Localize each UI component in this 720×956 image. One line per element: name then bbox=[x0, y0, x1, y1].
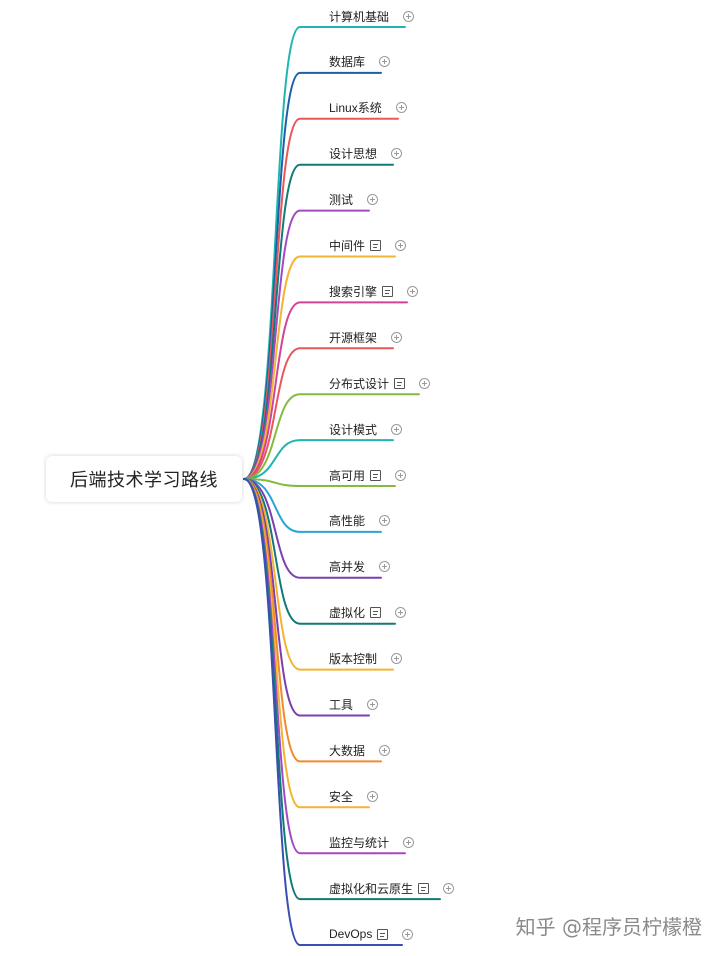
branch-label: 版本控制 bbox=[329, 652, 378, 667]
note-icon[interactable] bbox=[394, 377, 406, 389]
branch-label: 工具 bbox=[329, 698, 354, 712]
branch-label: 大数据 bbox=[329, 743, 366, 758]
expand-icon[interactable] bbox=[379, 561, 391, 573]
note-icon[interactable] bbox=[377, 928, 389, 940]
branch-node[interactable]: 工具 bbox=[329, 695, 379, 715]
branch-connector bbox=[243, 478, 382, 533]
branch-node[interactable]: 数据库 bbox=[329, 52, 391, 72]
branch-label: 设计思想 bbox=[329, 147, 378, 162]
branch-node[interactable]: 高性能 bbox=[329, 511, 391, 531]
branch-label: 高性能 bbox=[329, 514, 366, 529]
expand-icon[interactable] bbox=[407, 285, 419, 297]
branch-node[interactable]: Linux系统 bbox=[329, 98, 407, 118]
expand-icon[interactable] bbox=[379, 515, 391, 527]
branch-connector bbox=[243, 209, 370, 480]
note-icon[interactable] bbox=[370, 607, 382, 619]
branch-node[interactable]: 高可用 bbox=[329, 465, 407, 485]
branch-connector bbox=[243, 439, 394, 480]
expand-icon[interactable] bbox=[391, 653, 403, 665]
branch-label: 高可用 bbox=[329, 468, 366, 483]
branch-node[interactable]: 虚拟化和云原生 bbox=[329, 878, 455, 898]
branch-label: DevOps bbox=[329, 927, 373, 941]
branch-connector bbox=[243, 393, 420, 480]
branch-node[interactable]: 安全 bbox=[329, 786, 379, 806]
branch-node[interactable]: 设计思想 bbox=[329, 144, 403, 164]
expand-icon[interactable] bbox=[395, 240, 407, 251]
branch-node[interactable]: 虚拟化 bbox=[329, 603, 407, 623]
branch-connector bbox=[243, 478, 403, 946]
branch-label: 高并发 bbox=[329, 560, 366, 575]
branch-node[interactable]: 高并发 bbox=[329, 557, 391, 577]
root-topic[interactable]: 后端技术学习路线 bbox=[46, 456, 242, 502]
branch-label: 计算机基础 bbox=[329, 9, 390, 24]
branch-label: Linux系统 bbox=[329, 101, 382, 116]
branch-node[interactable]: 版本控制 bbox=[329, 649, 403, 669]
expand-icon[interactable] bbox=[395, 469, 407, 481]
note-icon[interactable] bbox=[418, 882, 430, 894]
note-icon[interactable] bbox=[370, 469, 382, 481]
expand-icon[interactable] bbox=[379, 744, 391, 756]
branch-label: 中间件 bbox=[329, 239, 366, 253]
expand-icon[interactable] bbox=[395, 607, 407, 619]
branch-label: 监控与统计 bbox=[329, 835, 390, 850]
branch-label: 测试 bbox=[329, 193, 354, 208]
note-icon[interactable] bbox=[382, 285, 394, 297]
root-topic-label: 后端技术学习路线 bbox=[70, 470, 218, 490]
branch-label: 数据库 bbox=[329, 55, 366, 70]
expand-icon[interactable] bbox=[391, 423, 403, 435]
expand-icon[interactable] bbox=[419, 377, 431, 389]
branch-node[interactable]: 设计模式 bbox=[329, 419, 403, 439]
branch-connector bbox=[243, 347, 394, 480]
branch-node[interactable]: 计算机基础 bbox=[329, 6, 415, 26]
branch-label: 开源框架 bbox=[329, 330, 378, 345]
branch-node[interactable]: 测试 bbox=[329, 190, 379, 210]
branch-node[interactable]: 监控与统计 bbox=[329, 832, 415, 852]
branch-connector bbox=[243, 478, 396, 487]
note-icon[interactable] bbox=[370, 240, 382, 251]
expand-icon[interactable] bbox=[403, 10, 415, 22]
expand-icon[interactable] bbox=[391, 148, 403, 160]
expand-icon[interactable] bbox=[403, 836, 415, 848]
branch-label: 虚拟化 bbox=[329, 606, 366, 621]
branch-node[interactable]: 开源框架 bbox=[329, 327, 403, 347]
branch-label: 搜索引擎 bbox=[329, 284, 378, 299]
watermark: 知乎 @程序员柠檬橙 bbox=[515, 915, 702, 939]
expand-icon[interactable] bbox=[443, 882, 455, 894]
branch-label: 设计模式 bbox=[329, 422, 378, 437]
branch-connector bbox=[243, 301, 408, 480]
branch-node[interactable]: 中间件 bbox=[329, 236, 407, 256]
branch-connector bbox=[243, 478, 396, 625]
branch-node[interactable]: 大数据 bbox=[329, 740, 391, 760]
expand-icon[interactable] bbox=[391, 331, 403, 343]
expand-icon[interactable] bbox=[367, 790, 379, 802]
branch-connector bbox=[243, 478, 382, 579]
branch-label: 安全 bbox=[329, 789, 354, 804]
branch-node[interactable]: 分布式设计 bbox=[329, 373, 431, 393]
branch-label: 虚拟化和云原生 bbox=[329, 881, 414, 896]
expand-icon[interactable] bbox=[367, 699, 379, 710]
branch-node[interactable]: DevOps bbox=[329, 924, 414, 944]
expand-icon[interactable] bbox=[367, 194, 379, 206]
branch-connector bbox=[243, 255, 396, 480]
branch-label: 分布式设计 bbox=[329, 376, 390, 391]
expand-icon[interactable] bbox=[402, 928, 414, 940]
expand-icon[interactable] bbox=[395, 102, 407, 114]
expand-icon[interactable] bbox=[379, 56, 391, 68]
branch-node[interactable]: 搜索引擎 bbox=[329, 281, 419, 301]
